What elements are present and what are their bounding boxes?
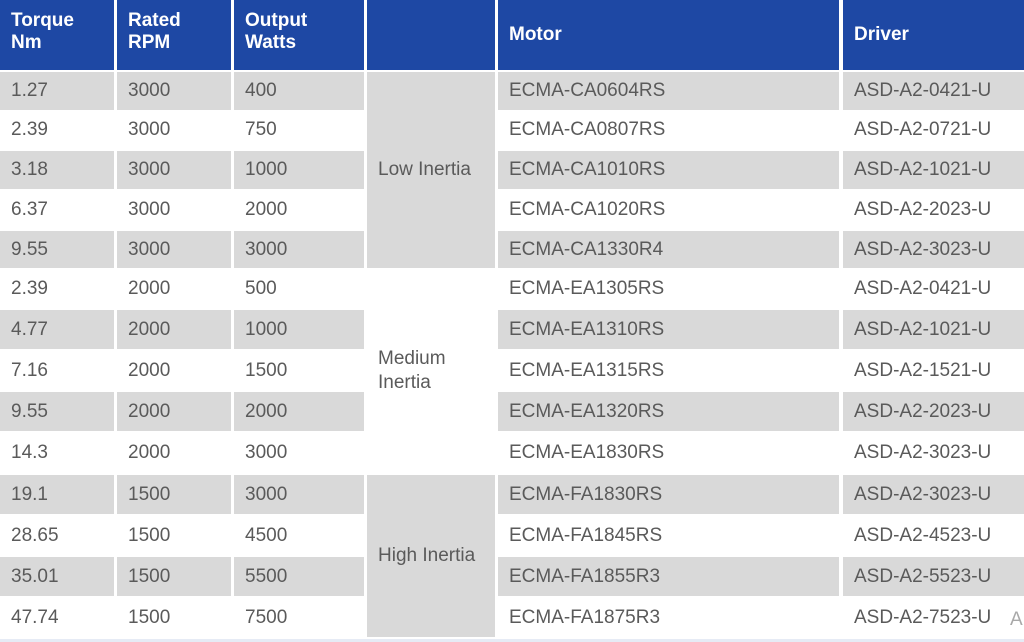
motor-cell: ECMA-CA1010RS bbox=[498, 151, 839, 189]
torque-cell: 47.74 bbox=[0, 598, 114, 637]
torque-cell: 4.77 bbox=[0, 310, 114, 349]
watts-cell: 5500 bbox=[234, 557, 364, 596]
rpm-cell: 3000 bbox=[117, 72, 231, 110]
motor-cell: ECMA-EA1315RS bbox=[498, 351, 839, 390]
motor-cell: ECMA-FA1875R3 bbox=[498, 598, 839, 637]
group-high-inertia: High Inertia bbox=[367, 475, 495, 637]
rpm-cell: 2000 bbox=[117, 433, 231, 473]
motor-cell: ECMA-FA1830RS bbox=[498, 475, 839, 514]
watts-cell: 400 bbox=[234, 72, 364, 110]
watts-cell: 3000 bbox=[234, 231, 364, 268]
rpm-cell: 3000 bbox=[117, 111, 231, 149]
torque-cell: 14.3 bbox=[0, 433, 114, 473]
torque-cell: 19.1 bbox=[0, 475, 114, 514]
rpm-cell: 2000 bbox=[117, 270, 231, 308]
header-rated-rpm: Rated RPM bbox=[117, 0, 231, 70]
watts-cell: 500 bbox=[234, 270, 364, 308]
rpm-cell: 3000 bbox=[117, 151, 231, 189]
motor-cell: ECMA-CA1330R4 bbox=[498, 231, 839, 268]
driver-cell: ASD-A2-4523-U bbox=[843, 516, 1024, 555]
motor-cell: ECMA-EA1320RS bbox=[498, 392, 839, 431]
driver-cell: ASD-A2-0721-U bbox=[843, 111, 1024, 149]
driver-cell: ASD-A2-2023-U bbox=[843, 392, 1024, 431]
watts-cell: 3000 bbox=[234, 475, 364, 514]
driver-cell: ASD-A2-1521-U bbox=[843, 351, 1024, 390]
watts-cell: 1000 bbox=[234, 151, 364, 189]
driver-cell: ASD-A2-0421-U bbox=[843, 72, 1024, 110]
driver-cell: ASD-A2-7523-U bbox=[843, 598, 1024, 637]
motor-cell: ECMA-FA1855R3 bbox=[498, 557, 839, 596]
motor-cell: ECMA-EA1830RS bbox=[498, 433, 839, 473]
torque-cell: 9.55 bbox=[0, 231, 114, 268]
watts-cell: 3000 bbox=[234, 433, 364, 473]
header-inertia-group bbox=[367, 0, 495, 70]
motor-cell: ECMA-EA1305RS bbox=[498, 270, 839, 308]
rpm-cell: 3000 bbox=[117, 231, 231, 268]
torque-cell: 7.16 bbox=[0, 351, 114, 390]
rpm-cell: 1500 bbox=[117, 598, 231, 637]
header-torque: Torque Nm bbox=[0, 0, 114, 70]
header-driver: Driver bbox=[843, 0, 1024, 70]
group-low-inertia: Low Inertia bbox=[367, 72, 495, 268]
rpm-cell: 1500 bbox=[117, 557, 231, 596]
motor-cell: ECMA-CA1020RS bbox=[498, 191, 839, 229]
torque-cell: 9.55 bbox=[0, 392, 114, 431]
watts-cell: 7500 bbox=[234, 598, 364, 637]
driver-cell: ASD-A2-1021-U bbox=[843, 310, 1024, 349]
rpm-cell: 3000 bbox=[117, 191, 231, 229]
torque-cell: 1.27 bbox=[0, 72, 114, 110]
watts-cell: 1500 bbox=[234, 351, 364, 390]
driver-cell: ASD-A2-2023-U bbox=[843, 191, 1024, 229]
watts-cell: 2000 bbox=[234, 392, 364, 431]
torque-cell: 28.65 bbox=[0, 516, 114, 555]
driver-cell: ASD-A2-0421-U bbox=[843, 270, 1024, 308]
torque-cell: 2.39 bbox=[0, 111, 114, 149]
rpm-cell: 2000 bbox=[117, 310, 231, 349]
motor-cell: ECMA-CA0604RS bbox=[498, 72, 839, 110]
rpm-cell: 2000 bbox=[117, 392, 231, 431]
driver-cell: ASD-A2-3023-U bbox=[843, 433, 1024, 473]
header-output-watts: Output Watts bbox=[234, 0, 364, 70]
group-medium-inertia: Medium Inertia bbox=[367, 270, 495, 472]
rpm-cell: 1500 bbox=[117, 516, 231, 555]
driver-cell: ASD-A2-3023-U bbox=[843, 231, 1024, 268]
bottom-rule bbox=[0, 639, 1024, 642]
watts-cell: 4500 bbox=[234, 516, 364, 555]
motor-cell: ECMA-FA1845RS bbox=[498, 516, 839, 555]
torque-cell: 6.37 bbox=[0, 191, 114, 229]
driver-cell: ASD-A2-5523-U bbox=[843, 557, 1024, 596]
torque-cell: 35.01 bbox=[0, 557, 114, 596]
watts-cell: 1000 bbox=[234, 310, 364, 349]
motor-cell: ECMA-EA1310RS bbox=[498, 310, 839, 349]
watts-cell: 2000 bbox=[234, 191, 364, 229]
rpm-cell: 2000 bbox=[117, 351, 231, 390]
edge-text-fragment: A bbox=[1010, 609, 1023, 630]
torque-cell: 2.39 bbox=[0, 270, 114, 308]
driver-cell: ASD-A2-1021-U bbox=[843, 151, 1024, 189]
driver-cell: ASD-A2-3023-U bbox=[843, 475, 1024, 514]
motor-cell: ECMA-CA0807RS bbox=[498, 111, 839, 149]
header-motor: Motor bbox=[498, 0, 839, 70]
torque-cell: 3.18 bbox=[0, 151, 114, 189]
rpm-cell: 1500 bbox=[117, 475, 231, 514]
watts-cell: 750 bbox=[234, 111, 364, 149]
